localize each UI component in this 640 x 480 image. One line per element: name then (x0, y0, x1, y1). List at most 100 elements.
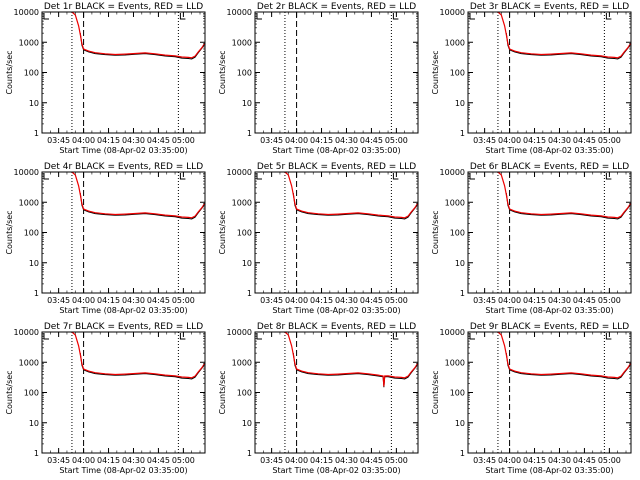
panel-1: Det 1r BLACK = Events, RED = LLD 1 10 100 10… (5, 2, 206, 155)
corner-marker (392, 13, 399, 20)
x-tick-label: 04:00 (285, 296, 308, 305)
corner-marker (256, 173, 262, 180)
x-tick-label: 04:45 (147, 456, 170, 465)
plot-frame (41, 331, 206, 454)
x-tick-label: 04:30 (122, 296, 145, 305)
x-tick-label: 04:30 (335, 136, 358, 145)
corner-marker (605, 333, 612, 340)
x-tick-label: 05:00 (172, 136, 195, 145)
corner-marker (392, 173, 399, 180)
series-events-line (79, 193, 206, 220)
y-tick-label: 10 (29, 99, 39, 108)
panel-3: Det 3r BLACK = Events, RED = LLD 1 10 100 10… (431, 2, 632, 155)
x-tick-label: 05:00 (385, 456, 408, 465)
x-tick-label: 03:45 (260, 296, 283, 305)
panel-title: Det 7r BLACK = Events, RED = LLD (44, 322, 203, 332)
y-tick-label: 10000 (14, 168, 39, 177)
y-axis-label: Counts/sec (5, 50, 14, 94)
x-tick-label: 04:45 (147, 136, 170, 145)
y-tick-label: 1 (34, 449, 39, 458)
y-tick-label: 10 (455, 259, 465, 268)
series-events-line (79, 353, 206, 380)
x-tick-label: 04:45 (573, 136, 596, 145)
panel-title: Det 9r BLACK = Events, RED = LLD (470, 322, 629, 332)
series-lld-line (284, 331, 419, 387)
x-tick-label: 04:00 (498, 456, 521, 465)
y-tick-label: 1 (247, 449, 252, 458)
y-axis-label: Counts/sec (431, 210, 440, 254)
y-tick-label: 100 (24, 389, 39, 398)
y-tick-label: 1000 (19, 358, 39, 367)
plot-frame (467, 11, 632, 134)
x-tick-label: 04:15 (310, 296, 333, 305)
y-tick-label: 10000 (440, 168, 465, 177)
corner-marker (469, 13, 475, 20)
y-tick-label: 1000 (445, 198, 465, 207)
y-tick-label: 10000 (227, 168, 252, 177)
series-lld-line (71, 171, 206, 219)
panel-7: Det 7r BLACK = Events, RED = LLD 1 10 100 10… (5, 322, 206, 475)
y-tick-label: 10 (242, 99, 252, 108)
y-tick-label: 100 (450, 229, 465, 238)
corner-marker (179, 333, 186, 340)
y-tick-label: 100 (450, 69, 465, 78)
panel-6: Det 6r BLACK = Events, RED = LLD 1 10 100 10… (431, 162, 632, 315)
corner-marker (43, 333, 49, 340)
y-tick-label: 10 (29, 259, 39, 268)
y-axis-label: Counts/sec (431, 370, 440, 414)
y-tick-label: 1000 (445, 358, 465, 367)
y-tick-label: 10000 (227, 8, 252, 17)
x-tick-label: 04:45 (147, 296, 170, 305)
y-tick-label: 10000 (227, 328, 252, 337)
y-tick-label: 1000 (445, 38, 465, 47)
y-tick-label: 1 (34, 289, 39, 298)
y-tick-label: 100 (24, 69, 39, 78)
y-tick-label: 100 (237, 389, 252, 398)
corner-marker (392, 333, 399, 340)
plot-frame (467, 171, 632, 294)
series-lld-line (497, 171, 632, 219)
x-axis-label: Start Time (08-Apr-02 03:35:00) (272, 306, 400, 315)
y-axis-label: Counts/sec (218, 50, 227, 94)
series-lld-line (497, 331, 632, 379)
corner-marker (179, 13, 186, 20)
corner-marker (43, 13, 49, 20)
y-tick-label: 10000 (14, 328, 39, 337)
x-tick-label: 04:30 (335, 456, 358, 465)
corner-marker (256, 333, 262, 340)
panel-9: Det 9r BLACK = Events, RED = LLD 1 10 100 10… (431, 322, 632, 475)
y-axis-label: Counts/sec (5, 370, 14, 414)
series-events-line (505, 33, 632, 60)
y-tick-label: 1 (247, 129, 252, 138)
x-tick-label: 04:15 (310, 136, 333, 145)
x-tick-label: 04:00 (72, 136, 95, 145)
y-tick-label: 1000 (19, 198, 39, 207)
y-tick-label: 1 (460, 289, 465, 298)
y-axis-label: Counts/sec (218, 370, 227, 414)
x-tick-label: 04:00 (72, 456, 95, 465)
x-tick-label: 05:00 (598, 456, 621, 465)
y-tick-label: 10 (455, 99, 465, 108)
panel-2: Det 2r BLACK = Events, RED = LLD 1 10 100 10… (218, 2, 419, 155)
x-tick-label: 04:15 (310, 456, 333, 465)
y-tick-label: 1000 (232, 198, 252, 207)
series-lld-line (71, 11, 206, 59)
y-tick-label: 100 (237, 69, 252, 78)
x-tick-label: 04:15 (523, 296, 546, 305)
x-tick-label: 03:45 (473, 456, 496, 465)
series-events-line (505, 353, 632, 380)
y-tick-label: 10 (242, 259, 252, 268)
panel-title: Det 2r BLACK = Events, RED = LLD (257, 2, 416, 12)
plot-frame (254, 11, 419, 134)
x-tick-label: 04:15 (97, 456, 120, 465)
y-tick-label: 1 (34, 129, 39, 138)
panel-title: Det 4r BLACK = Events, RED = LLD (44, 162, 203, 172)
x-tick-label: 04:45 (360, 296, 383, 305)
corner-marker (469, 173, 475, 180)
panel-title: Det 8r BLACK = Events, RED = LLD (257, 322, 416, 332)
x-tick-label: 04:15 (97, 136, 120, 145)
y-tick-label: 1000 (19, 38, 39, 47)
panel-title: Det 6r BLACK = Events, RED = LLD (470, 162, 629, 172)
x-tick-label: 04:00 (72, 296, 95, 305)
